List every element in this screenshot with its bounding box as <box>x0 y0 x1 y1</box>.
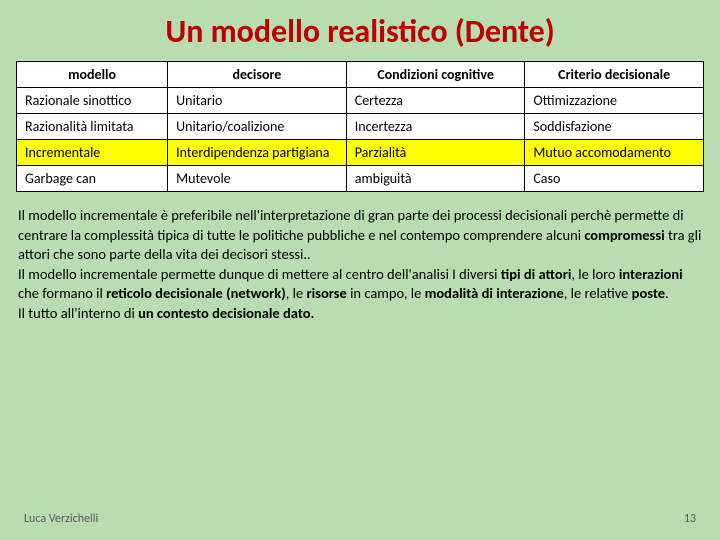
body-text: , le relative <box>564 284 632 302</box>
body-text: . <box>665 284 669 302</box>
table-cell: Interdipendenza partigiana <box>168 140 347 166</box>
table-header-row: modello decisore Condizioni cognitive Cr… <box>17 62 704 88</box>
table-cell: Razionalità limitata <box>17 114 168 140</box>
table-cell: Garbage can <box>17 166 168 192</box>
table-cell: Unitario/coalizione <box>168 114 347 140</box>
body-bold: un contesto decisionale dato. <box>138 304 314 322</box>
table-cell: Ottimizzazione <box>525 88 704 114</box>
body-text: Il tutto all'interno di <box>18 304 138 322</box>
table-cell: Razionale sinottico <box>17 88 168 114</box>
body-bold: tipi di attori <box>501 265 572 283</box>
table-row: Garbage canMutevoleambiguitàCaso <box>17 166 704 192</box>
body-bold: poste <box>632 284 665 302</box>
table-row: Razionalità limitataUnitario/coalizioneI… <box>17 114 704 140</box>
body-bold: compromessi <box>584 226 664 244</box>
body-text: in campo, le <box>347 284 425 302</box>
table-cell: Incertezza <box>346 114 525 140</box>
body-bold: interazioni <box>619 265 683 283</box>
slide-footer: Luca Verzichelli 13 <box>0 512 720 526</box>
col-header: modello <box>17 62 168 88</box>
table-cell: Mutevole <box>168 166 347 192</box>
table-cell: Caso <box>525 166 704 192</box>
model-table: modello decisore Condizioni cognitive Cr… <box>16 61 704 192</box>
table-row: Razionale sinotticoUnitarioCertezzaOttim… <box>17 88 704 114</box>
table-cell: Parzialità <box>346 140 525 166</box>
table-cell: Soddisfazione <box>525 114 704 140</box>
body-text: che formano il <box>18 284 106 302</box>
table-row: IncrementaleInterdipendenza partigianaPa… <box>17 140 704 166</box>
body-text: , le loro <box>571 265 618 283</box>
body-bold: reticolo decisionale (network) <box>106 284 286 302</box>
table-cell: Mutuo accomodamento <box>525 140 704 166</box>
body-bold: modalità di interazione <box>425 284 564 302</box>
footer-page: 13 <box>684 512 696 526</box>
body-bold: risorse <box>306 284 346 302</box>
slide-title: Un modello realistico (Dente) <box>0 0 720 61</box>
footer-author: Luca Verzichelli <box>24 512 98 526</box>
body-text: , le <box>286 284 307 302</box>
table-cell: Certezza <box>346 88 525 114</box>
body-text: Il modello incrementale permette dunque … <box>18 265 501 283</box>
table-cell: Unitario <box>168 88 347 114</box>
body-paragraphs: Il modello incrementale è preferibile ne… <box>0 192 720 323</box>
table-container: modello decisore Condizioni cognitive Cr… <box>0 61 720 192</box>
col-header: Condizioni cognitive <box>346 62 525 88</box>
table-cell: ambiguità <box>346 166 525 192</box>
col-header: Criterio decisionale <box>525 62 704 88</box>
col-header: decisore <box>168 62 347 88</box>
table-cell: Incrementale <box>17 140 168 166</box>
